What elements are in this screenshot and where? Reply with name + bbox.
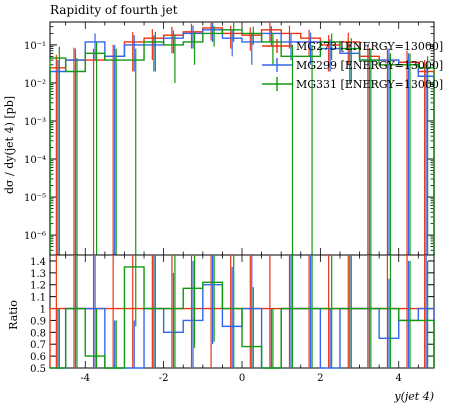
ratio-ytick-label: 1.1 — [30, 293, 46, 304]
x-axis-label: y(jet 4) — [393, 390, 434, 403]
top-ytick-label: 10⁻³ — [24, 117, 46, 128]
ratio-ytick-label: 0.5 — [30, 364, 46, 375]
top-series-3 — [49, 22, 435, 255]
x-tick-label: 0 — [239, 373, 245, 384]
ratio-ytick-label: 0.6 — [30, 352, 46, 363]
ratio-ytick-label: 1.2 — [30, 281, 46, 292]
ratio-series-3 — [50, 255, 435, 369]
top-ytick-label: 10⁻⁵ — [24, 193, 46, 204]
top-ytick-label: 10⁻¹ — [24, 41, 46, 52]
legend-label-1: MG273 [ENERGY=13000] — [296, 40, 443, 53]
legend: MG273 [ENERGY=13000] MG299 [ENERGY=13000]… — [262, 39, 443, 91]
ratio-ytick-label: 0.8 — [30, 328, 46, 339]
top-ytick-label: 10⁻⁴ — [24, 155, 46, 166]
ratio-series-1 — [49, 255, 435, 368]
ratio-ytick-label: 1 — [40, 305, 46, 316]
top-ylabel: dσ / dy(jet 4) [pb] — [3, 96, 16, 194]
ratio-ytick-label: 1.3 — [30, 269, 46, 280]
ratio-ylabel: Ratio — [7, 300, 20, 330]
ratio-series-3-step — [50, 266, 435, 369]
x-tick-label: -2 — [159, 373, 169, 384]
ratio-ytick-label: 0.9 — [30, 316, 46, 327]
x-tick-label: -4 — [80, 373, 90, 384]
x-tick-label: 2 — [317, 373, 323, 384]
main-panel: 10⁻⁶ 10⁻⁵ 10⁻⁴ 10⁻³ 10⁻² 10⁻¹ — [24, 21, 435, 256]
ratio-ytick-label: 0.7 — [30, 340, 46, 351]
top-series-2 — [49, 22, 435, 255]
top-series-3-step — [49, 29, 435, 255]
legend-label-3: MG331 [ENERGY=13000] — [296, 78, 443, 91]
legend-label-2: MG299 [ENERGY=13000] — [296, 59, 443, 72]
top-ytick-label: 10⁻⁶ — [24, 231, 46, 242]
chart-title: Rapidity of fourth jet — [50, 3, 178, 17]
x-tick-label: 4 — [396, 373, 402, 384]
ratio-panel: -4 -2 0 2 4 0.50.60.70.80.911.11.21.31.4 — [30, 254, 435, 384]
top-ytick-label: 10⁻² — [24, 79, 46, 90]
ratio-ytick-label: 1.4 — [30, 257, 46, 268]
